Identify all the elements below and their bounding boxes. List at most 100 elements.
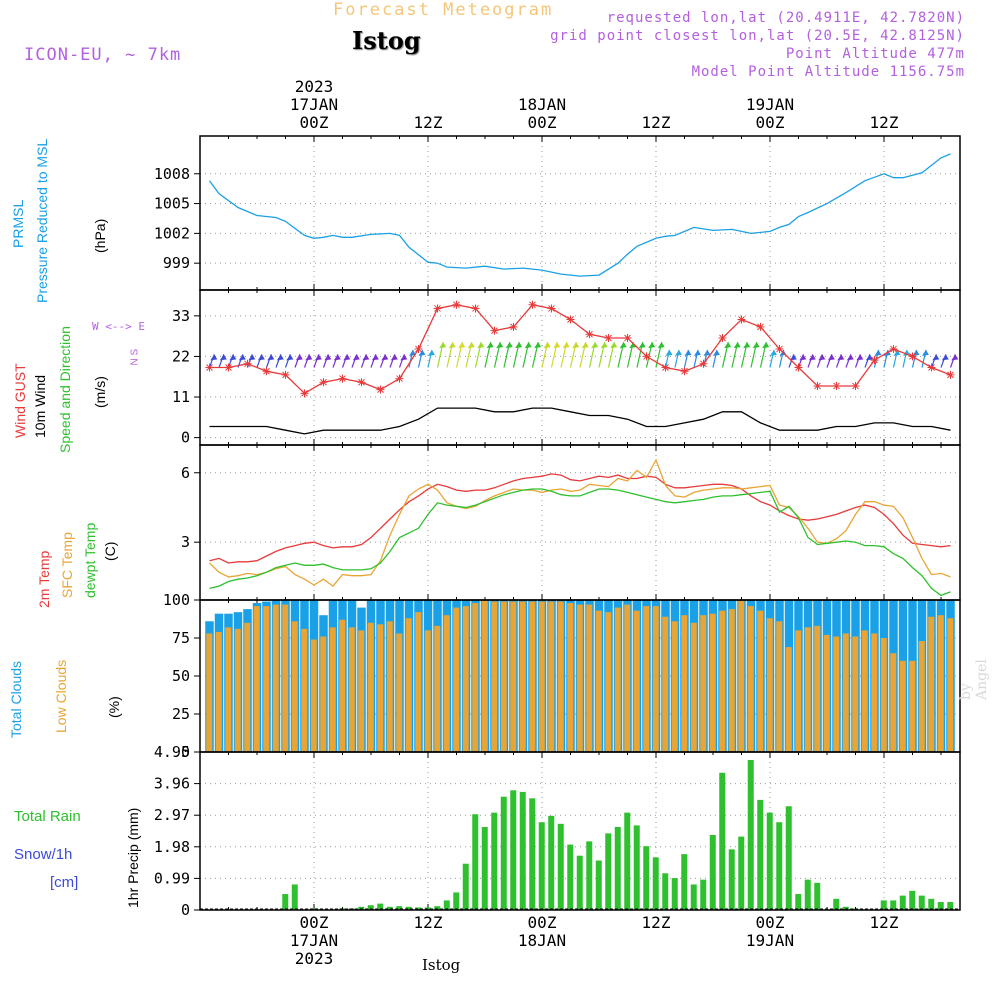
precip-bar — [814, 882, 821, 910]
wind-speed-dir-label: Speed and Direction — [57, 326, 73, 453]
precip-bar — [918, 895, 925, 910]
y-tick-label: 3 — [181, 533, 190, 551]
wind-arrow-head — [427, 349, 435, 356]
bottom-time-label: 12Z — [642, 913, 671, 932]
cloud-low-bar — [329, 627, 336, 752]
precip-bar — [880, 900, 887, 910]
cloud-low-bar — [909, 660, 916, 752]
cloud-low-bar — [880, 638, 887, 752]
cloud-low-bar — [377, 624, 384, 752]
cloud-low-bar — [472, 603, 479, 752]
cloud-low-bar — [738, 600, 745, 752]
cloud-low-bar — [643, 606, 650, 752]
cloud-low-bar — [491, 601, 498, 752]
bottom-time-label: 12Z — [414, 913, 443, 932]
wind-gust-marker — [395, 374, 404, 383]
y-tick-label: 3.96 — [154, 775, 190, 793]
wind-arrow-head — [856, 354, 864, 361]
cloud-low-bar — [671, 621, 678, 752]
top-time-label: 12Z — [870, 113, 899, 132]
wind-arrow-head — [665, 349, 673, 356]
wind-arrow-head — [267, 354, 275, 361]
cloud-low-bar — [215, 631, 222, 752]
precip-bar — [434, 906, 441, 910]
precip-rain-label: Total Rain — [14, 808, 81, 825]
wind-gust-marker — [509, 322, 518, 331]
wind-10m-label: 10m Wind — [32, 374, 48, 438]
precip-bar — [605, 833, 612, 910]
cloud-low-bar — [766, 618, 773, 752]
compass-we: W <--> E — [92, 320, 145, 333]
y-tick-label: 25 — [172, 705, 190, 723]
wind-gust-marker — [775, 345, 784, 354]
precip-bar — [662, 873, 669, 910]
cloud-low-bar — [614, 607, 621, 752]
y-tick-label: 6 — [181, 464, 190, 482]
wind-gust-marker — [832, 381, 841, 390]
cloud-low-bar — [785, 647, 792, 752]
wind-arrow-head — [229, 354, 237, 361]
station-name: Istog — [352, 26, 421, 55]
wind-gust-label: Wind GUST — [12, 363, 28, 438]
cloud-low-bar — [747, 606, 754, 752]
cloud-low-bar — [605, 612, 612, 752]
model-altitude: Model Point Altitude 1156.75m — [691, 64, 965, 80]
cloud-low-bar — [434, 625, 441, 752]
wind-arrow-head — [789, 354, 797, 361]
wind-arrow-head — [543, 342, 551, 349]
wind-arrow-head — [505, 342, 513, 349]
y-tick-label: 33 — [172, 307, 190, 325]
wind-gust-marker — [414, 345, 423, 354]
wind-arrow-head — [684, 349, 692, 356]
wind-arrow-head — [553, 342, 561, 349]
pressure-unit: (hPa) — [92, 218, 108, 253]
bottom-time-label: 00Z — [300, 913, 329, 932]
precip-bar — [481, 827, 488, 910]
wind-arrow-head — [951, 354, 959, 361]
temp-dewpt-line — [209, 488, 951, 597]
precip-bar — [747, 759, 754, 910]
cloud-low-bar — [937, 615, 944, 752]
cloud-low-bar — [234, 628, 241, 752]
precip-bar — [690, 884, 697, 910]
wind-gust-marker — [699, 359, 708, 368]
temp-unit: (C) — [102, 541, 118, 561]
y-tick-label: 1.98 — [154, 838, 190, 856]
cloud-low-bar — [405, 618, 412, 752]
wind-arrow-head — [276, 354, 284, 361]
wind-gust-marker — [243, 359, 252, 368]
wind-gust-marker — [224, 363, 233, 372]
y-tick-label: 0.99 — [154, 869, 190, 887]
cloud-low-bar — [586, 604, 593, 752]
wind-arrow-head — [515, 342, 523, 349]
precip-bar — [776, 822, 783, 910]
wind-gust-marker — [490, 326, 499, 335]
cloud-low-bar — [367, 622, 374, 752]
temp-2m-line — [209, 473, 951, 564]
wind-arrow-head — [343, 354, 351, 361]
cloud-low-bar — [795, 630, 802, 752]
y-tick-label: 4.95 — [154, 743, 190, 761]
cloud-low-bar — [947, 618, 954, 752]
wind-arrow-head — [248, 354, 256, 361]
wind-gust-marker — [338, 374, 347, 383]
cloud-low-bar — [244, 622, 251, 752]
wind-10m-line — [209, 407, 951, 435]
wind-arrow-head — [390, 354, 398, 361]
cloud-low-bar — [662, 616, 669, 752]
top-time-label: 19JAN — [746, 95, 794, 114]
precip-bar — [652, 857, 659, 910]
wind-unit: (m/s) — [92, 376, 108, 408]
precip-bar — [624, 812, 631, 910]
wind-arrow-head — [629, 342, 637, 349]
top-time-label: 00Z — [756, 113, 785, 132]
wind-arrow-head — [591, 342, 599, 349]
wind-gust-marker — [300, 389, 309, 398]
wind-arrow-head — [418, 349, 426, 356]
precip-bar — [443, 900, 450, 910]
wind-arrow-head — [534, 342, 542, 349]
wind-gust-marker — [528, 300, 537, 309]
pressure-line — [208, 153, 951, 277]
precip-bar — [405, 906, 412, 910]
cloud-low-bar — [823, 634, 830, 752]
